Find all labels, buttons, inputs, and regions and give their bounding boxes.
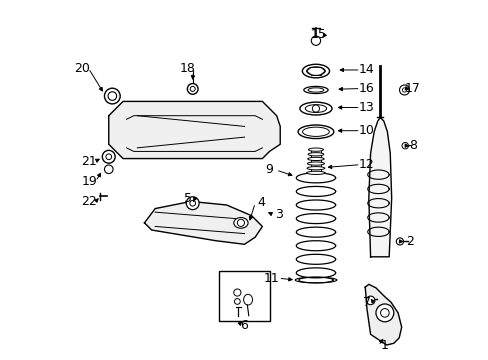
Circle shape xyxy=(234,298,240,304)
Polygon shape xyxy=(368,117,391,257)
Ellipse shape xyxy=(243,294,252,305)
Text: 8: 8 xyxy=(408,139,416,152)
Ellipse shape xyxy=(303,86,327,94)
Text: 21: 21 xyxy=(81,154,97,167)
Text: 7: 7 xyxy=(362,296,370,309)
Circle shape xyxy=(401,143,407,149)
Circle shape xyxy=(190,86,195,91)
Circle shape xyxy=(311,36,320,45)
Text: 20: 20 xyxy=(74,62,90,75)
Text: 11: 11 xyxy=(264,272,279,285)
Ellipse shape xyxy=(306,171,325,175)
Text: 16: 16 xyxy=(358,82,374,95)
Ellipse shape xyxy=(307,88,323,92)
Text: 6: 6 xyxy=(240,319,248,332)
Text: 18: 18 xyxy=(180,62,195,75)
Polygon shape xyxy=(144,202,262,244)
Ellipse shape xyxy=(306,167,324,170)
Text: 19: 19 xyxy=(81,175,97,188)
Circle shape xyxy=(189,201,195,206)
Circle shape xyxy=(104,165,113,174)
Ellipse shape xyxy=(305,105,326,112)
Text: 9: 9 xyxy=(265,163,273,176)
Ellipse shape xyxy=(302,127,328,136)
Ellipse shape xyxy=(308,148,323,151)
Text: 22: 22 xyxy=(81,195,97,208)
Ellipse shape xyxy=(233,217,247,228)
Text: 13: 13 xyxy=(358,101,374,114)
Ellipse shape xyxy=(299,102,331,115)
Ellipse shape xyxy=(298,125,333,139)
Circle shape xyxy=(380,309,388,317)
Circle shape xyxy=(104,88,120,104)
Circle shape xyxy=(402,88,406,92)
Circle shape xyxy=(186,197,199,210)
Circle shape xyxy=(312,105,319,112)
Text: 5: 5 xyxy=(184,192,192,205)
Circle shape xyxy=(399,85,408,95)
Circle shape xyxy=(108,92,116,100)
Circle shape xyxy=(375,304,393,322)
Text: 12: 12 xyxy=(358,158,374,171)
Circle shape xyxy=(237,219,244,226)
Circle shape xyxy=(366,296,374,305)
Text: 2: 2 xyxy=(405,235,413,248)
Ellipse shape xyxy=(302,64,329,78)
Ellipse shape xyxy=(307,162,324,165)
Text: 10: 10 xyxy=(358,124,374,137)
Ellipse shape xyxy=(306,67,325,75)
Polygon shape xyxy=(365,284,401,345)
Text: 3: 3 xyxy=(275,208,283,221)
FancyBboxPatch shape xyxy=(219,271,269,321)
Text: 17: 17 xyxy=(405,82,420,95)
Text: 4: 4 xyxy=(257,196,265,210)
Polygon shape xyxy=(108,102,280,158)
Circle shape xyxy=(106,154,111,159)
Circle shape xyxy=(395,238,403,245)
Ellipse shape xyxy=(307,153,323,156)
Text: 15: 15 xyxy=(310,28,326,41)
Circle shape xyxy=(187,84,198,94)
Text: 14: 14 xyxy=(358,63,374,76)
Circle shape xyxy=(233,289,241,296)
Ellipse shape xyxy=(307,157,324,161)
Text: 1: 1 xyxy=(380,339,388,352)
Circle shape xyxy=(102,150,115,163)
